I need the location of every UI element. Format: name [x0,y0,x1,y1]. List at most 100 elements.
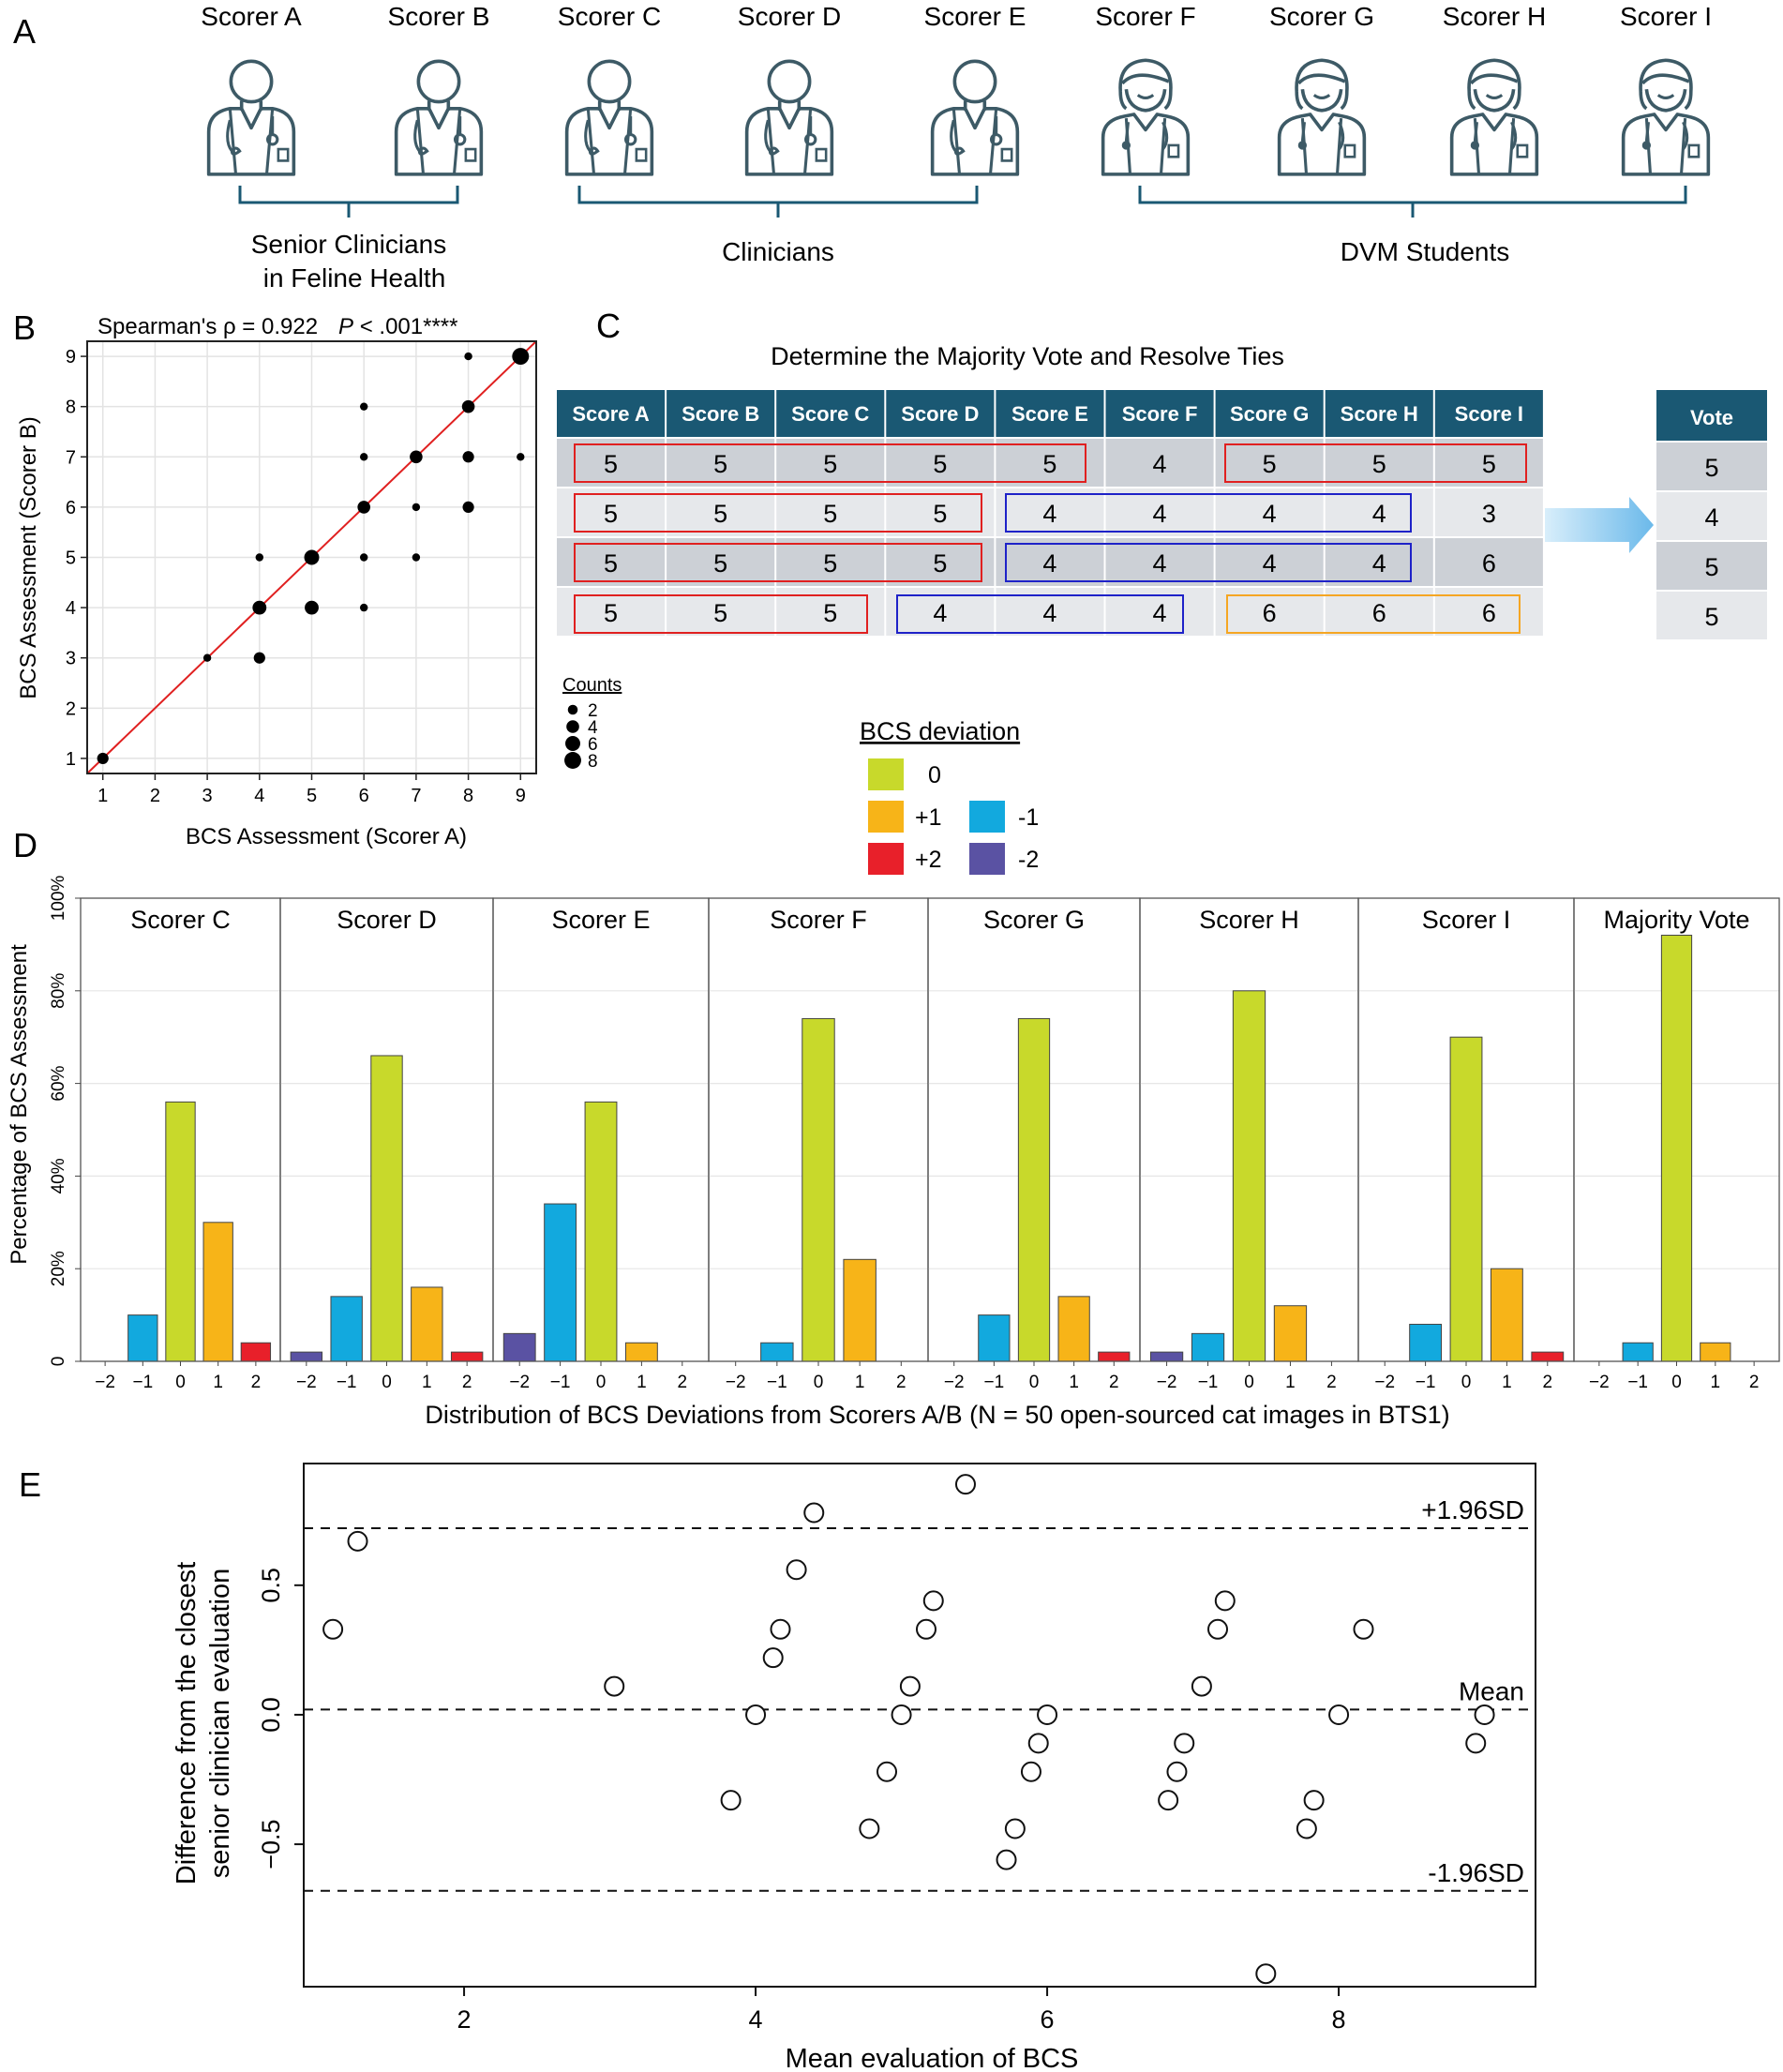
reference-line-label: +1.96SD [1421,1495,1524,1524]
scatter-point [996,1849,1017,1870]
table-cell: 4 [1153,500,1167,528]
legend-title: BCS deviation [860,717,1020,745]
score-table: Score A Score B Score C Score D Score E Score… [557,390,1543,636]
group-box-blue [1005,543,1412,582]
vote-cell: 4 [1704,503,1718,532]
size-legend-dot [565,736,580,751]
scatter-point [891,1704,912,1725]
y-tick-label: 100% [49,876,68,922]
scorer-name: Scorer H [1443,2,1546,31]
vote-arrow [1545,497,1654,553]
table-cell: 4 [1042,500,1056,528]
x-tick-label: −1 [1416,1373,1436,1392]
table-cell: 4 [1042,599,1056,627]
x-tick-label: 2 [678,1373,688,1392]
y-tick-label: 20% [49,1251,68,1286]
scatter-point [1214,1590,1236,1612]
bar [1622,1342,1654,1362]
panel-label-c: C [596,307,621,345]
group-box-red [574,493,982,533]
table-cell: 5 [1042,450,1056,478]
counts-legend-title: Counts [562,675,622,696]
y-tick-label: 0.0 [257,1697,285,1733]
table-cell: 4 [1263,500,1277,528]
reference-line-label: Mean [1459,1676,1524,1705]
bar [1232,990,1266,1362]
table-header-cell [1325,390,1433,437]
scorer-name: Scorer G [1269,2,1374,31]
bar [127,1314,158,1362]
y-tick-label: 60% [49,1065,68,1101]
x-tick-label: 1 [1711,1373,1721,1392]
y-tick-label: 8 [66,398,76,418]
group-box-red [574,543,982,582]
chart-e-points [322,1474,1495,1985]
scatter-point [359,402,368,411]
facet-frame [1573,897,1780,1362]
y-tick-label: 0 [49,1357,68,1367]
y-tick-label: 1 [66,749,76,770]
y-tick-label: 5 [66,548,76,569]
table-cell: 5 [933,500,947,528]
panel-d-bar-chart: −2 −1 0 1 2 Scorer C −2 −1 0 1 2 Scorer D −2 −1 0 1 2 Sco… [7,876,1780,1429]
table-header-cell [776,390,885,437]
scorer-icons [206,58,1711,176]
y-tick-label: 3 [66,649,76,669]
table-header-label: Score H [1341,402,1418,426]
y-tick-label: 0.5 [257,1568,285,1603]
table-header-cell [996,390,1104,437]
scatter-point [1158,1790,1179,1811]
legend-label: +2 [915,847,942,873]
doctor-female-icon [1449,58,1539,176]
chart-d-xlabel: Distribution of BCS Deviations from Scor… [425,1401,1449,1429]
x-tick-label: 2 [1326,1373,1337,1392]
facets: −2 −1 0 1 2 Scorer C −2 −1 0 1 2 Scorer D −2 −1 0 1 2 Sco… [80,897,1780,1392]
table-cell: 4 [1153,450,1167,478]
spearman-label: Spearman's ρ = 0.922 [97,314,318,339]
x-tick-label: 1 [422,1373,432,1392]
vote-header-label: Vote [1690,406,1733,429]
table-cell: 3 [1482,500,1496,528]
doctor-male-icon [744,59,834,176]
x-tick-label: 8 [463,786,473,806]
group-label-students: DVM Students [1341,237,1510,266]
scatter-point [255,553,264,562]
scatter-point [517,453,525,461]
table-cell: 5 [1482,450,1496,478]
scatter-point [464,352,472,361]
group-box-orange [1226,594,1521,634]
scorer-name: Scorer B [388,2,490,31]
table-cell: 5 [713,549,727,578]
table-cell: 5 [1372,450,1386,478]
size-legend-dot [564,752,581,769]
facet-title: Scorer I [1422,906,1511,934]
bar [330,1296,363,1362]
x-tick-label: 0 [1461,1373,1472,1392]
chart-e-y-ticks: 0.5 0.0 −0.5 [257,1568,304,1869]
bar [1409,1323,1443,1362]
table-cell: 4 [1263,549,1277,578]
bar [1700,1342,1731,1362]
table-cell: 5 [604,599,618,627]
facet-panel: −2 −1 0 1 2 Scorer E [492,897,710,1392]
facet-panel: −2 −1 0 1 2 Scorer F [708,897,929,1392]
table-cell: 6 [1263,599,1277,627]
scatter-point [720,1790,742,1811]
x-tick-label: −1 [550,1373,571,1392]
scatter-point [305,600,319,615]
vote-row [1656,492,1767,540]
y-tick-label: 40% [49,1158,68,1194]
chart-e-ylabel-line1: Difference from the closest [172,1562,202,1884]
facet-panel: −2 −1 0 1 2 Scorer D [279,897,494,1392]
group-label-senior: Senior Clinicians [251,230,447,259]
facet-panel: −2 −1 0 1 2 Scorer G [927,897,1141,1392]
x-tick-label: 0 [175,1373,186,1392]
facet-title: Scorer E [551,906,650,934]
reference-lines: +1.96SD Mean -1.96SD [304,1495,1536,1892]
chart-b-y-ticks: 1 2 3 4 5 6 7 8 9 [66,347,87,770]
table-cell: 5 [713,500,727,528]
scatter-point [97,752,109,765]
panel-label-a: A [13,12,36,51]
scorer-name: Scorer E [924,2,1026,31]
size-legend-label: 6 [588,735,598,755]
